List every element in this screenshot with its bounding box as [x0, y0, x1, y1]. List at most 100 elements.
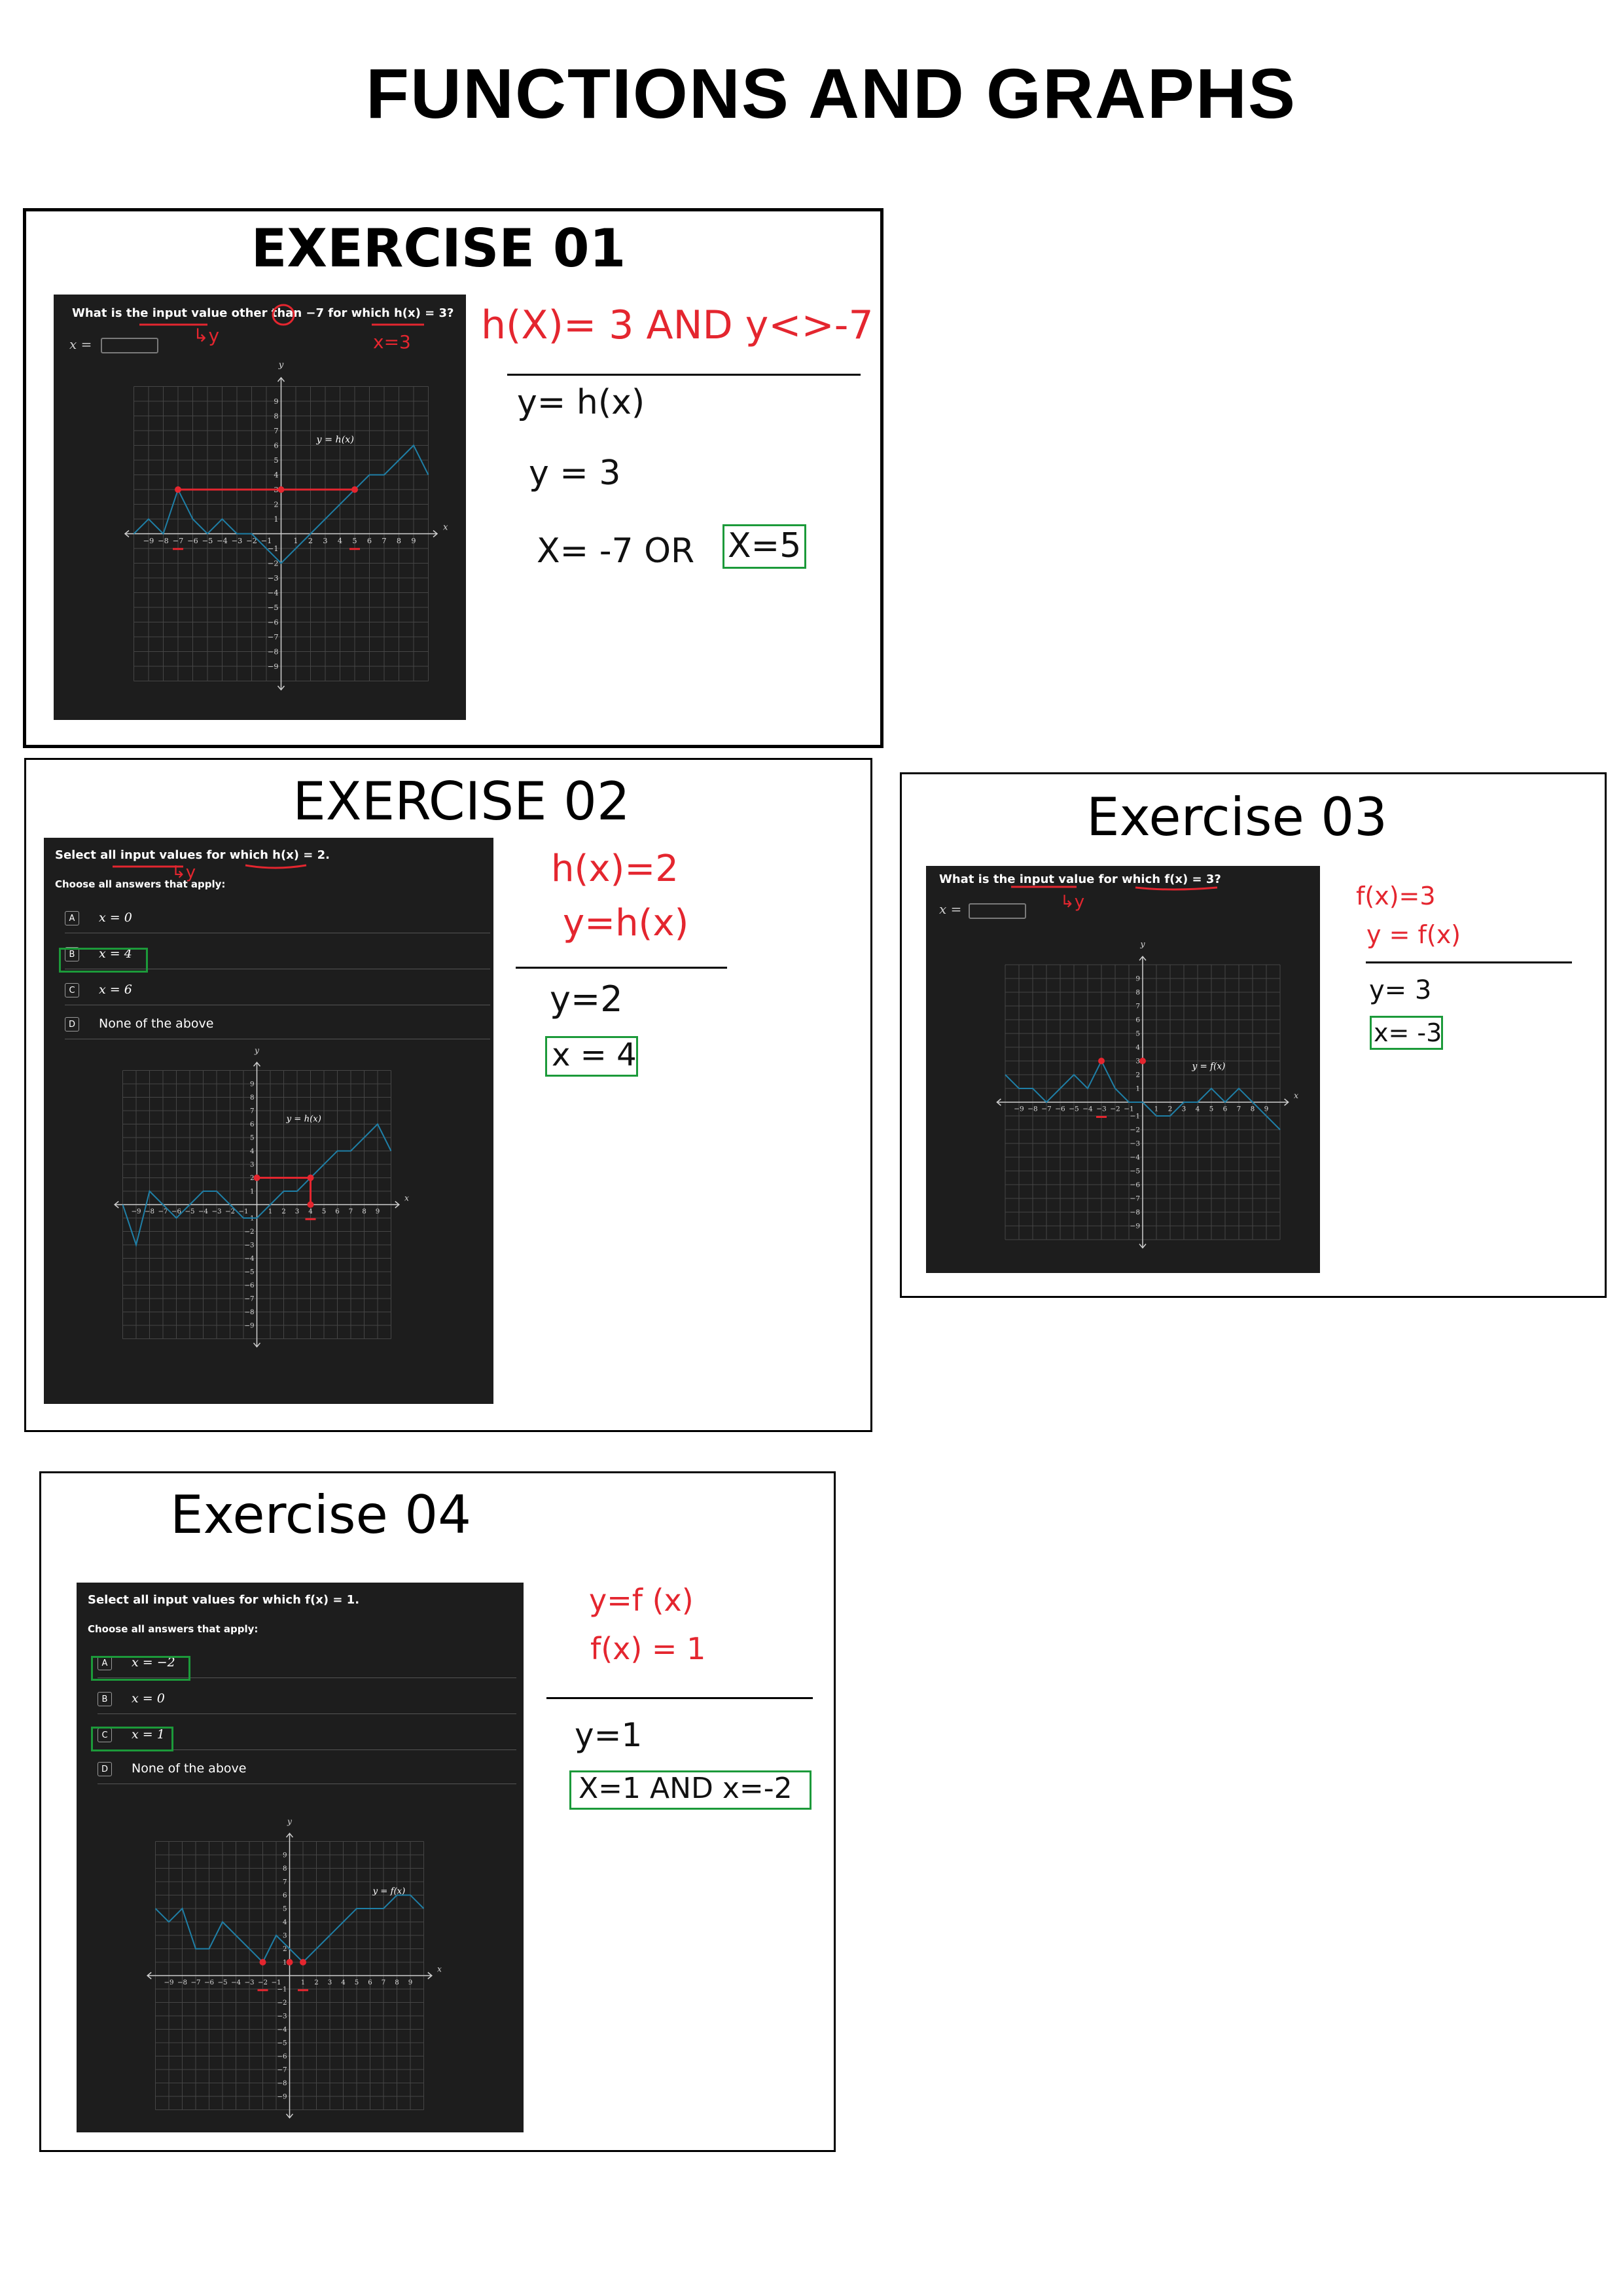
- x-tick-label: −8: [1027, 1105, 1037, 1113]
- work-line-3: y = 3: [529, 454, 621, 493]
- option-b[interactable]: B x = 4: [65, 939, 490, 969]
- option-a[interactable]: A x = 0: [65, 903, 490, 933]
- point-marker: [253, 1174, 260, 1181]
- y-tick-label: 6: [274, 441, 278, 450]
- y-tick-label: 7: [283, 1878, 287, 1886]
- x-tick-label: −9: [164, 1979, 173, 1986]
- function-label: y = h(x): [286, 1114, 321, 1124]
- point-marker: [175, 486, 181, 493]
- x-tick-label: −3: [1096, 1105, 1106, 1113]
- y-tick-label: −2: [1130, 1126, 1140, 1134]
- option-text: x = 4: [99, 946, 132, 961]
- option-b[interactable]: B x = 0: [98, 1684, 516, 1714]
- point-marker: [307, 1174, 314, 1181]
- exercise-04-title: Exercise 04: [169, 1484, 472, 1545]
- exercise-03-panel: What is the input value for which f(x) =…: [926, 866, 1320, 1273]
- x-tick-label: 2: [314, 1979, 319, 1986]
- y-tick-label: −8: [1130, 1209, 1140, 1217]
- divider-rule: [1366, 961, 1572, 963]
- x-tick-label: −4: [231, 1979, 241, 1986]
- option-d[interactable]: D None of the above: [65, 1009, 490, 1039]
- point-marker: [1098, 1058, 1105, 1064]
- selected-answer-box: [91, 1727, 173, 1751]
- graph-h: −9−9−8−8−7−7−6−6−5−5−4−4−3−3−2−2−1−11122…: [124, 360, 448, 691]
- option-d[interactable]: D None of the above: [98, 1754, 516, 1784]
- y-tick-label: 7: [1135, 1003, 1140, 1011]
- option-text: x = −2: [132, 1655, 175, 1670]
- y-tick-label: −4: [244, 1255, 254, 1263]
- exercise-03-title: Exercise 03: [1086, 787, 1388, 848]
- y-tick-label: −8: [244, 1308, 254, 1316]
- arrow-right-icon: [1284, 1098, 1289, 1106]
- y-tick-label: 7: [250, 1107, 255, 1115]
- work-line-1: h(x)=2: [551, 848, 679, 890]
- point-marker: [307, 1201, 314, 1208]
- x-tick-label: −6: [1055, 1105, 1065, 1113]
- x-tick-label: 9: [411, 537, 416, 545]
- arrow-right-icon: [433, 529, 438, 538]
- x-axis-label: x: [404, 1194, 409, 1203]
- answer-input[interactable]: [969, 903, 1026, 919]
- function-label: y = h(x): [316, 435, 354, 445]
- y-tick-label: 9: [250, 1081, 255, 1088]
- function-curve: [133, 444, 429, 564]
- work-line-2: y= h(x): [517, 383, 645, 422]
- y-tick-label: −6: [1130, 1181, 1141, 1189]
- y-tick-label: −2: [277, 1999, 287, 2007]
- arrow-left-icon: [124, 529, 130, 538]
- arrow-right-icon: [427, 1971, 433, 1980]
- y-tick-label: 6: [250, 1121, 255, 1128]
- x-tick-label: 1: [293, 537, 298, 545]
- x-tick-label: −2: [1110, 1105, 1120, 1113]
- answer-box: [722, 524, 806, 569]
- y-tick-label: 5: [274, 456, 278, 465]
- y-axis-label: y: [1139, 939, 1145, 949]
- x-tick-label: −1: [1124, 1105, 1133, 1113]
- x-tick-label: 5: [355, 1979, 359, 1986]
- work-line-4: X= -7 OR: [537, 531, 695, 571]
- option-text: x = 0: [132, 1691, 165, 1706]
- divider-rule: [507, 374, 861, 376]
- y-tick-label: 2: [250, 1174, 255, 1182]
- arrow-down-icon: [277, 685, 285, 691]
- x-tick-label: −8: [177, 1979, 187, 1986]
- y-tick-label: −9: [244, 1322, 254, 1330]
- y-tick-label: −2: [244, 1228, 254, 1236]
- arrow-note: ↳y: [1060, 892, 1085, 912]
- y-tick-label: −6: [277, 2053, 287, 2060]
- x-tick-label: 8: [395, 1979, 399, 1986]
- x-tick-label: 8: [397, 537, 401, 545]
- graph-h: −9−9−8−8−7−7−6−6−5−5−4−4−3−3−2−2−1−11122…: [114, 1046, 409, 1348]
- x-tick-label: 1: [1154, 1105, 1159, 1113]
- y-tick-label: 8: [1135, 989, 1140, 997]
- y-tick-label: −3: [244, 1242, 254, 1249]
- y-tick-label: −9: [277, 2093, 287, 2101]
- option-c[interactable]: C x = 6: [65, 975, 490, 1005]
- answer-input[interactable]: [101, 338, 158, 353]
- x-tick-label: −3: [232, 537, 243, 545]
- arrow-left-icon: [147, 1971, 152, 1980]
- arrow-right-icon: [395, 1200, 400, 1209]
- y-tick-label: −5: [277, 2039, 287, 2047]
- y-tick-label: 5: [283, 1905, 287, 1913]
- x-tick-label: −3: [244, 1979, 254, 1986]
- question-text: What is the input value for which f(x) =…: [939, 872, 1221, 886]
- y-tick-label: 5: [250, 1134, 255, 1142]
- y-tick-label: −3: [1130, 1140, 1140, 1148]
- x-tick-label: −6: [204, 1979, 214, 1986]
- work-line-3: y= 3: [1369, 975, 1432, 1005]
- x-tick-label: −2: [225, 1208, 235, 1215]
- input-label: x =: [939, 901, 962, 917]
- y-tick-label: −8: [277, 2079, 287, 2087]
- arrow-up-icon: [277, 376, 285, 382]
- option-text: None of the above: [99, 1016, 214, 1031]
- y-tick-label: −3: [277, 2013, 287, 2020]
- x-tick-label: −1: [238, 1208, 248, 1215]
- option-text: x = 1: [132, 1727, 165, 1742]
- y-tick-label: 9: [1135, 975, 1140, 983]
- point-marker: [300, 1959, 306, 1965]
- answer-box: [1370, 1016, 1443, 1050]
- x-tick-label: 2: [1168, 1105, 1173, 1113]
- y-tick-label: 8: [283, 1865, 287, 1873]
- y-tick-label: 2: [274, 500, 278, 509]
